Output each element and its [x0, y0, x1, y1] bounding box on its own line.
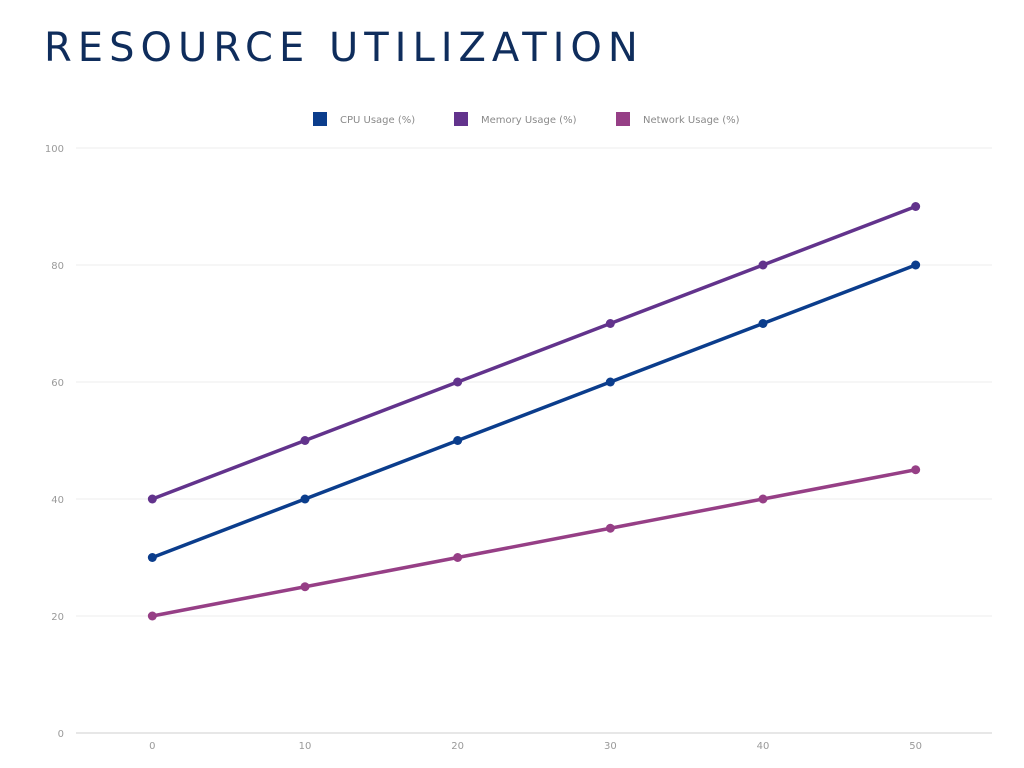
legend-swatch — [616, 112, 630, 126]
chart-series — [147, 202, 921, 621]
page-title: RESOURCE UTILIZATION — [44, 25, 644, 71]
y-tick-label: 60 — [51, 378, 64, 389]
legend-swatch — [454, 112, 468, 126]
series-2 — [147, 202, 921, 504]
x-tick-label: 10 — [299, 741, 312, 752]
y-axis-tick-labels: 0 20 40 60 80 100 — [45, 144, 64, 740]
data-point — [147, 611, 157, 621]
series-3 — [147, 465, 921, 621]
data-point — [453, 436, 463, 445]
chart-legend: CPU Usage (%) Memory Usage (%) Network Usa… — [313, 112, 740, 126]
x-tick-label: 20 — [451, 741, 464, 752]
y-tick-label: 0 — [58, 729, 64, 740]
series-line — [150, 263, 918, 560]
data-point — [300, 494, 310, 504]
data-point — [911, 260, 921, 270]
legend-label: Memory Usage (%) — [481, 115, 577, 126]
legend-item: CPU Usage (%) — [313, 112, 415, 126]
data-point — [605, 523, 615, 533]
legend-item: Network Usage (%) — [616, 112, 740, 126]
series-line — [150, 204, 918, 501]
legend-swatch — [313, 112, 327, 126]
x-tick-label: 30 — [604, 741, 617, 752]
data-point — [300, 582, 310, 592]
x-tick-label: 40 — [757, 741, 770, 752]
data-point — [605, 319, 615, 328]
data-point — [758, 494, 768, 504]
y-tick-label: 80 — [51, 261, 64, 272]
data-point — [758, 260, 768, 270]
data-point — [911, 202, 921, 211]
legend-label: CPU Usage (%) — [340, 115, 415, 126]
data-point — [453, 377, 463, 387]
data-point — [605, 377, 615, 387]
data-point — [300, 436, 310, 445]
legend-label: Network Usage (%) — [643, 115, 740, 126]
x-tick-label: 50 — [909, 741, 922, 752]
y-tick-label: 40 — [51, 495, 64, 506]
data-point — [911, 465, 921, 475]
data-point — [453, 553, 463, 562]
series-1 — [147, 260, 921, 562]
data-point — [147, 553, 157, 562]
y-tick-label: 100 — [45, 144, 64, 155]
legend-item: Memory Usage (%) — [454, 112, 577, 126]
data-point — [147, 494, 157, 504]
x-axis-tick-labels: 0 10 20 30 40 50 — [149, 741, 922, 752]
series-line — [150, 468, 918, 618]
chart-gridlines — [76, 147, 992, 734]
x-tick-label: 0 — [149, 741, 155, 752]
y-tick-label: 20 — [51, 612, 64, 623]
data-point — [758, 319, 768, 328]
